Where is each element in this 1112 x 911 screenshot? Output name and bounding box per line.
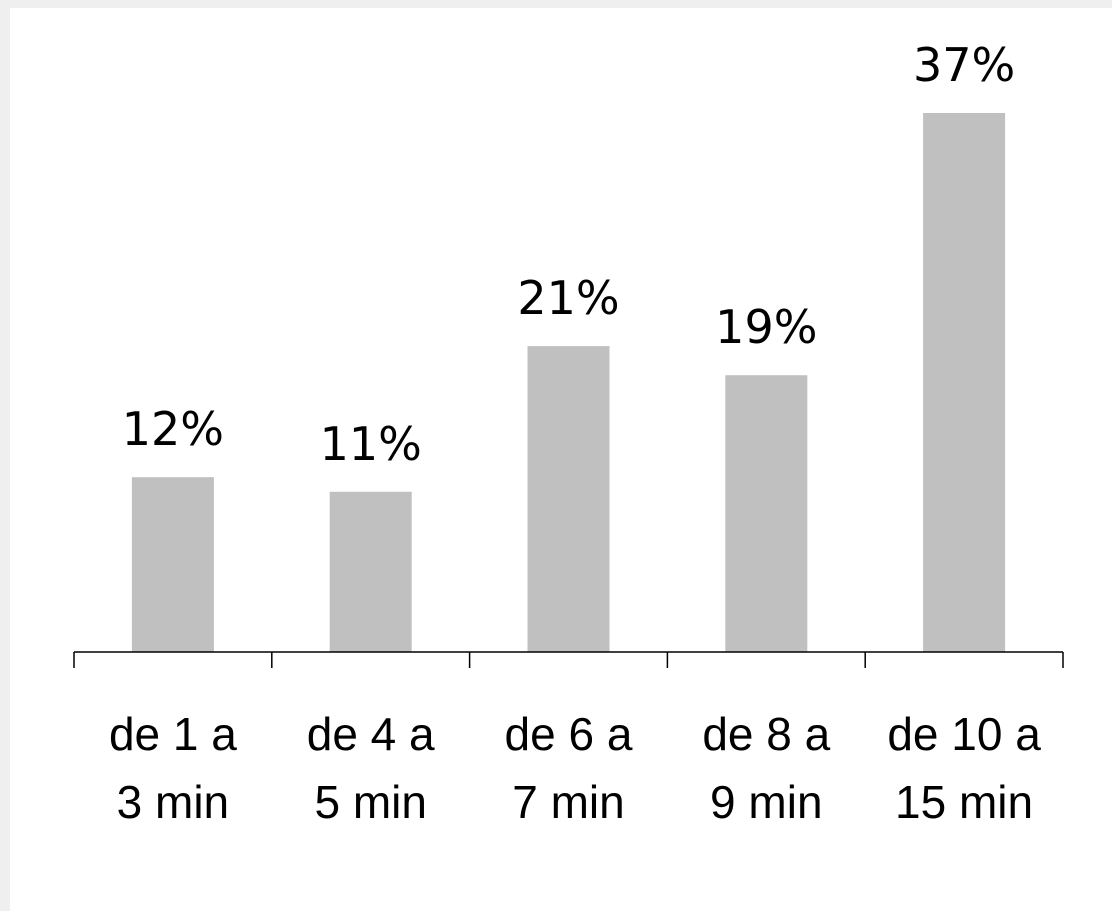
x-tick-label: de 10 a: [887, 708, 1041, 760]
x-axis: [73, 651, 1064, 668]
x-tick-label: de 1 a: [109, 708, 237, 760]
data-label: 37%: [913, 38, 1015, 92]
x-tick-label: 7 min: [512, 776, 624, 828]
x-tick-label: de 4 a: [307, 708, 435, 760]
x-tick-label: 3 min: [117, 776, 229, 828]
x-tick-label: de 6 a: [505, 708, 633, 760]
x-tick-label: 15 min: [895, 776, 1033, 828]
data-label: 12%: [122, 402, 224, 456]
data-labels-group: 12% 11% 21% 19% 37%: [122, 38, 1015, 471]
bar: [923, 113, 1006, 652]
bars-group: [131, 113, 1006, 652]
x-tick-label: de 8 a: [702, 708, 830, 760]
bar: [329, 491, 412, 652]
bar: [725, 375, 808, 652]
bar: [527, 346, 610, 652]
data-label: 11%: [320, 417, 422, 471]
data-label: 19%: [715, 300, 817, 354]
x-tick-label: 5 min: [314, 776, 426, 828]
x-tick-labels-group: de 1 a 3 min de 4 a 5 min de 6 a 7 min de 8 a 9…: [109, 708, 1041, 828]
bar: [131, 477, 214, 652]
data-label: 21%: [517, 271, 619, 325]
x-tick-label: 9 min: [710, 776, 822, 828]
